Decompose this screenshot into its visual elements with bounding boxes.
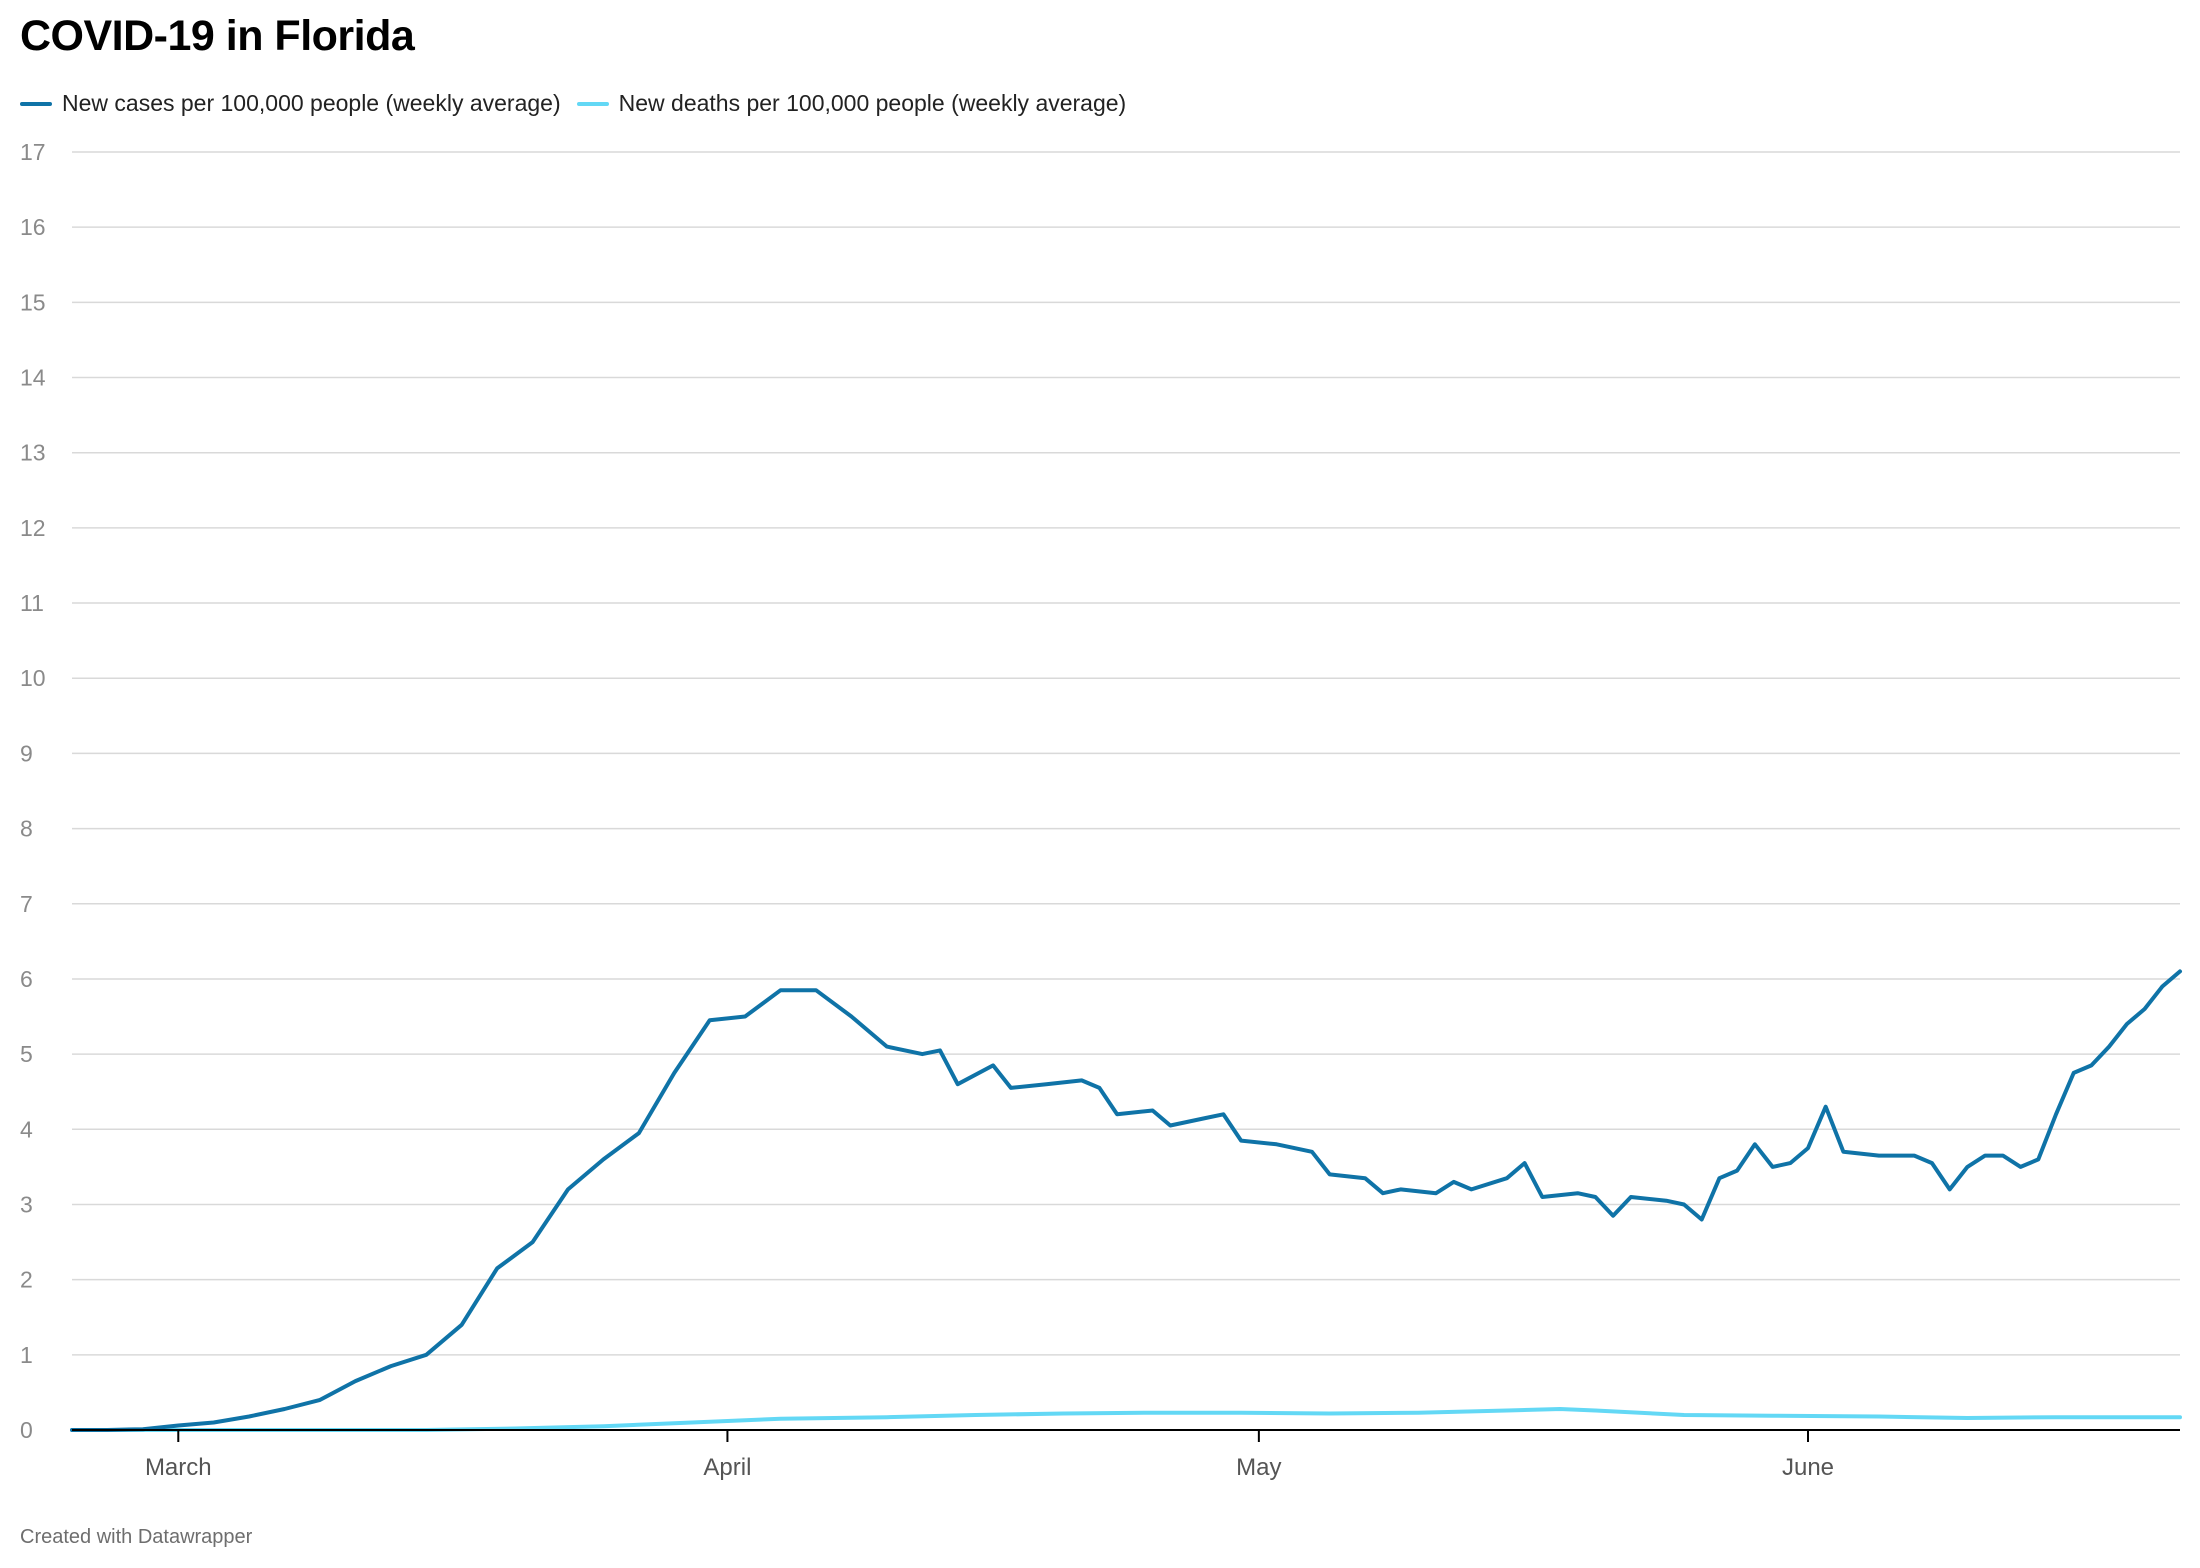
y-tick-label: 3 (20, 1191, 33, 1217)
chart-title: COVID-19 in Florida (20, 12, 415, 60)
y-tick-label: 7 (20, 891, 33, 917)
legend-swatch-cases (20, 101, 52, 106)
y-tick-label: 9 (20, 740, 33, 766)
x-tick-label: June (1782, 1454, 1834, 1481)
legend: New cases per 100,000 people (weekly ave… (20, 90, 1142, 117)
y-tick-label: 11 (20, 590, 44, 616)
footer-credit: Created with Datawrapper (20, 1526, 253, 1548)
y-tick-label: 14 (20, 365, 46, 391)
y-tick-label: 15 (20, 289, 46, 315)
x-tick-label: May (1236, 1454, 1281, 1481)
series-line-deaths (70, 1407, 2182, 1432)
legend-swatch-deaths (576, 101, 609, 106)
y-tick-label: 12 (20, 515, 46, 541)
y-tick-label: 16 (20, 214, 46, 240)
series-lines (70, 969, 2182, 1432)
y-tick-label: 5 (20, 1041, 33, 1067)
y-tick-label: 1 (20, 1342, 33, 1368)
y-tick-label: 2 (20, 1267, 33, 1293)
x-axis: March April May June (72, 1429, 2180, 1481)
legend-item-cases: New cases per 100,000 people (weekly ave… (20, 90, 561, 117)
x-tick-label: March (145, 1454, 212, 1481)
series-line-cases (70, 969, 2182, 1432)
y-tick-label: 13 (20, 440, 46, 466)
y-tick-label: 0 (20, 1417, 33, 1443)
gridlines (72, 151, 2180, 1356)
y-tick-label: 6 (20, 966, 33, 992)
legend-item-deaths: New deaths per 100,000 people (weekly av… (576, 90, 1127, 117)
y-tick-label: 4 (20, 1116, 33, 1142)
legend-label-cases: New cases per 100,000 people (weekly ave… (62, 90, 561, 116)
y-tick-label: 17 (20, 139, 46, 165)
y-tick-label: 10 (20, 665, 46, 691)
y-tick-label: 8 (20, 816, 33, 842)
legend-label-deaths: New deaths per 100,000 people (weekly av… (618, 90, 1127, 116)
x-tick-label: April (703, 1454, 751, 1481)
